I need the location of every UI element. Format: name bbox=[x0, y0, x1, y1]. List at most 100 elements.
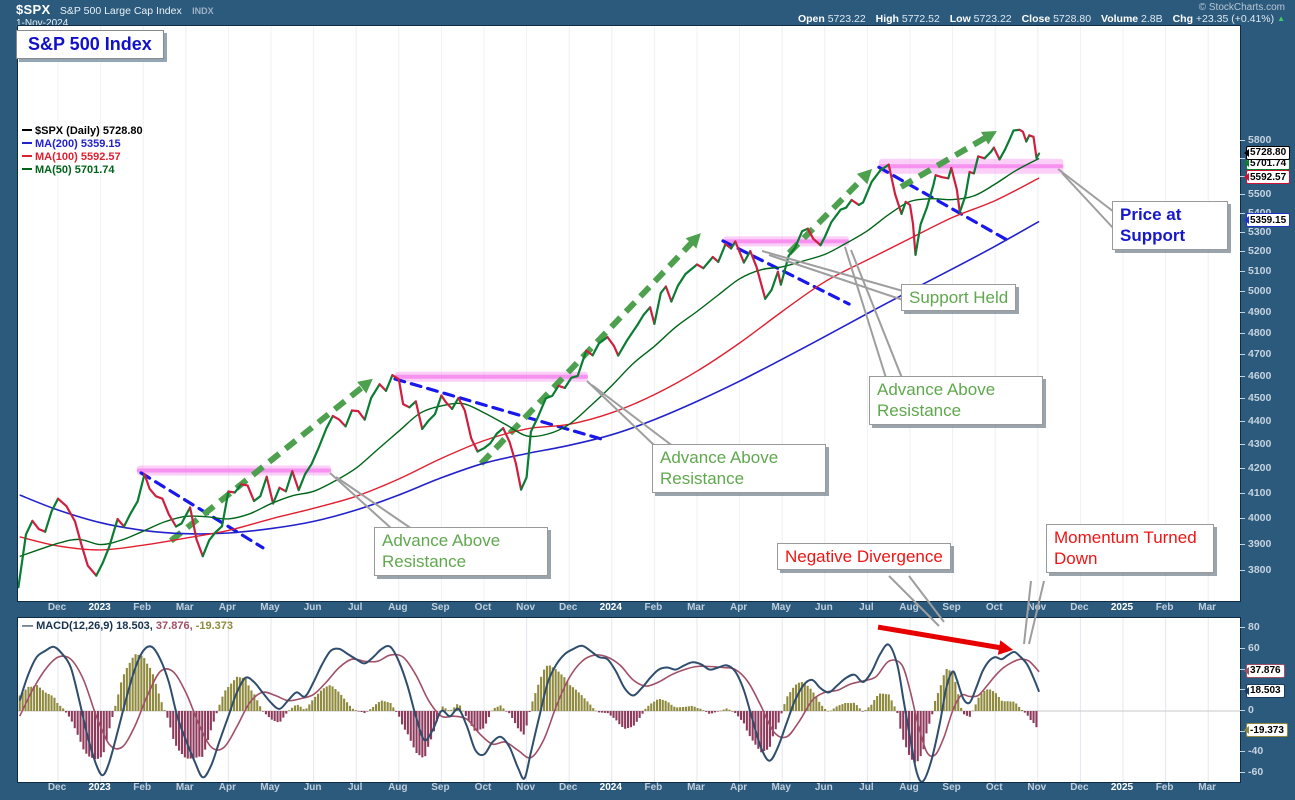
spx-price-line bbox=[563, 349, 588, 389]
spx-price-line bbox=[18, 519, 34, 589]
macd-histogram-bar bbox=[983, 690, 986, 711]
macd-histogram-bar bbox=[528, 711, 531, 713]
advance-arrow-1 bbox=[169, 384, 365, 544]
macd-histogram-bar bbox=[844, 703, 847, 711]
price-chart-panel: $SPX (Daily) 5728.80 MA(200) 5359.15 MA(… bbox=[17, 25, 1241, 602]
macd-histogram-bar bbox=[522, 711, 525, 735]
macd-histogram-bar bbox=[934, 700, 937, 711]
date-axis-label: Dec bbox=[1070, 602, 1089, 613]
macd-histogram-bar bbox=[992, 691, 995, 711]
macd-histogram-bar bbox=[30, 686, 33, 711]
spx-price-line bbox=[1035, 152, 1041, 159]
macd-histogram-bar bbox=[600, 711, 603, 713]
macd-histogram-bar bbox=[942, 675, 945, 711]
annotation-momentum-turned-down: Momentum Turned Down bbox=[1046, 524, 1214, 573]
annotation-advance-above-resistance-1: Advance Above Resistance bbox=[374, 527, 548, 576]
macd-line bbox=[18, 643, 1041, 782]
price-axis-tickmark bbox=[1240, 332, 1245, 334]
macd-histogram-bar bbox=[554, 669, 557, 711]
price-axis-tick: 3900 bbox=[1248, 537, 1272, 550]
macd-histogram-bar bbox=[453, 707, 456, 711]
spx-price-line bbox=[695, 263, 705, 270]
index-name: S&P 500 Large Cap Index bbox=[59, 5, 182, 17]
macd-axis-tickmark bbox=[1240, 627, 1245, 629]
bottom-date-axis-label: Jun bbox=[814, 782, 833, 793]
bottom-date-axis-label-year: 2024 bbox=[599, 782, 622, 793]
macd-histogram-bar bbox=[459, 705, 462, 711]
date-axis-label: Mar bbox=[175, 602, 194, 613]
macd-histogram-bar bbox=[270, 711, 273, 720]
spx-price-line bbox=[284, 470, 294, 493]
macd-axis-tickmark bbox=[1240, 751, 1245, 753]
macd-histogram-bar bbox=[881, 693, 884, 711]
macd-histogram-bar bbox=[867, 707, 870, 711]
macd-histogram-bar bbox=[490, 710, 493, 712]
date-axis-label: Nov bbox=[516, 602, 536, 613]
macd-histogram-bar bbox=[73, 711, 76, 729]
macd-histogram-bar bbox=[386, 702, 389, 711]
macd-histogram-bar bbox=[879, 693, 882, 711]
macd-histogram-bar bbox=[1032, 711, 1035, 723]
spx-price-line bbox=[742, 250, 752, 264]
spx-price-line bbox=[95, 518, 119, 577]
macd-histogram-bar bbox=[122, 674, 125, 711]
macd-histogram-bar bbox=[311, 700, 314, 711]
spx-price-line bbox=[331, 414, 347, 428]
macd-histogram-bar bbox=[215, 711, 218, 714]
macd-histogram-bar bbox=[59, 705, 62, 711]
macd-histogram-bar bbox=[273, 711, 276, 721]
macd-histogram-bar bbox=[499, 705, 502, 711]
macd-histogram-bar bbox=[673, 706, 676, 711]
bottom-date-axis-label: Jun bbox=[303, 782, 322, 793]
macd-histogram-bar bbox=[766, 711, 769, 750]
macd-histogram-bar bbox=[140, 655, 143, 711]
macd-histogram-bar bbox=[102, 711, 105, 753]
macd-histogram-bar bbox=[531, 701, 534, 711]
macd-histogram-bar bbox=[151, 674, 154, 711]
macd-histogram-bar bbox=[702, 710, 705, 711]
macd-histogram-bar bbox=[629, 711, 632, 728]
bottom-date-axis-label: Mar bbox=[1198, 782, 1217, 793]
macd-histogram-bar bbox=[548, 665, 551, 711]
spx-price-line bbox=[421, 394, 443, 430]
date-axis-label: May bbox=[771, 602, 791, 613]
chart-date: 1-Nov-2024 bbox=[16, 18, 69, 29]
macd-histogram-bar bbox=[218, 704, 221, 711]
macd-histogram-bar bbox=[748, 711, 751, 737]
macd-histogram-bar bbox=[172, 711, 175, 739]
macd-histogram-bar bbox=[233, 680, 236, 711]
macd-histogram-bar bbox=[409, 711, 412, 741]
spx-price-line bbox=[819, 198, 853, 247]
macd-histogram-bar bbox=[777, 711, 780, 723]
macd-histogram-bar bbox=[38, 687, 41, 711]
macd-histogram-bar bbox=[169, 711, 172, 728]
bottom-date-axis-label: Oct bbox=[474, 782, 492, 793]
macd-histogram-bar bbox=[65, 711, 68, 713]
spx-price-line bbox=[278, 486, 287, 493]
macd-histogram-bar bbox=[847, 703, 850, 711]
macd-histogram-bar bbox=[276, 711, 279, 723]
quote-strip: Open 5723.22 High 5772.52 Low 5723.22 Cl… bbox=[791, 13, 1285, 25]
bottom-date-axis-label: Dec bbox=[47, 782, 67, 793]
macd-histogram-bar bbox=[146, 663, 149, 711]
macd-histogram-bar bbox=[389, 703, 392, 711]
date-axis-label: Sep bbox=[431, 602, 450, 613]
macd-histogram-bar bbox=[708, 711, 711, 714]
macd-histogram-bar bbox=[965, 711, 968, 716]
macd-histogram-bar bbox=[366, 711, 369, 712]
ticker-symbol: $SPX bbox=[16, 2, 51, 17]
price-axis-tick: 4800 bbox=[1248, 326, 1272, 339]
macd-histogram-bar bbox=[1012, 701, 1015, 711]
volume-label: Volume bbox=[1100, 13, 1139, 25]
chart-header: $SPX S&P 500 Large Cap Index INDX © Stoc… bbox=[0, 0, 1295, 29]
macd-histogram-bar bbox=[913, 711, 916, 763]
macd-histogram-bar bbox=[699, 708, 702, 711]
macd-histogram-bar bbox=[829, 710, 832, 712]
annotation-support-held: Support Held bbox=[901, 284, 1017, 312]
macd-histogram-bar bbox=[705, 711, 708, 712]
negative-divergence-arrow bbox=[877, 624, 1001, 651]
macd-value: 18.503, bbox=[116, 620, 153, 632]
date-axis-label: Mar bbox=[1198, 602, 1217, 613]
macd-histogram-bar bbox=[711, 711, 714, 714]
macd-histogram-bar bbox=[797, 682, 800, 711]
